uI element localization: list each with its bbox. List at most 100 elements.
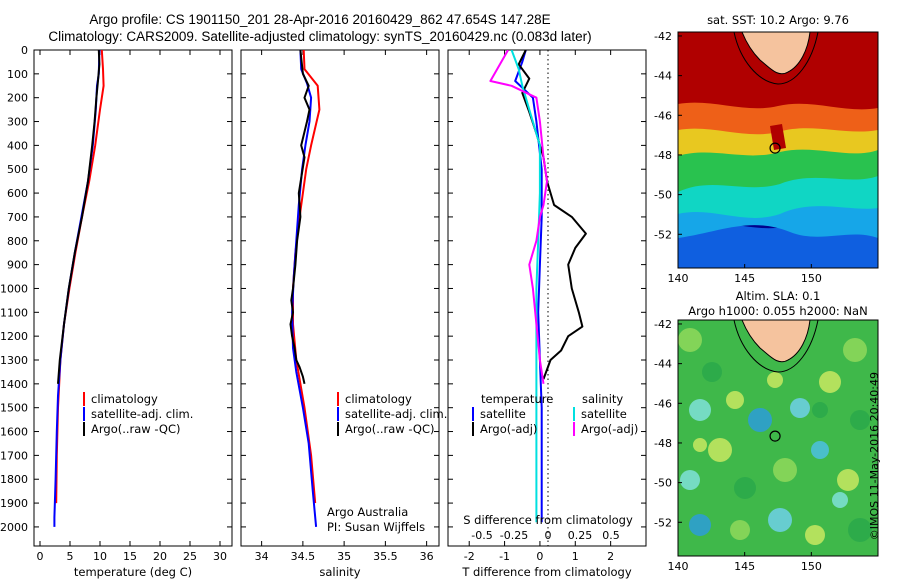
sla-blob — [734, 477, 756, 499]
sla-blob — [819, 371, 841, 393]
temperature-x-label: temperature (deg C) — [74, 565, 192, 579]
x-tick-label: -1 — [499, 550, 510, 563]
sla-float-marker — [769, 430, 781, 442]
sla-blob — [702, 362, 722, 382]
temperature-axes: 0 5 10 15 20 25 300100200300400500600700800900… — [0, 44, 232, 563]
sla-blob — [811, 441, 829, 459]
y-tick-label: 1000 — [0, 282, 28, 295]
x-tick-label: 34.5 — [291, 550, 316, 563]
y-tick-label: 1300 — [0, 354, 28, 367]
temperature-panel: 0 5 10 15 20 25 300100200300400500600700800900… — [0, 44, 233, 579]
sla-blob — [837, 469, 859, 491]
y-tick-label: 0 — [21, 44, 28, 57]
sla-blob — [748, 408, 772, 432]
sla-map-title-2: Argo h1000: 0.055 h2000: NaN — [688, 304, 867, 318]
y-tick-label: 900 — [7, 259, 28, 272]
top-tick-label: 0.5 — [602, 529, 620, 542]
map-y-tick-label: -44 — [654, 70, 672, 83]
salinity-lines — [289, 50, 321, 527]
series-argo-raw-qc- — [289, 50, 311, 385]
sst-band-cool — [678, 198, 878, 238]
y-tick-label: 1700 — [0, 449, 28, 462]
sla-blob — [767, 372, 783, 388]
sst-map-axes: 140 145 150 -42 -44 -46 -48 -50 -52 — [654, 30, 822, 285]
sla-blob — [689, 514, 711, 536]
sla-blob — [726, 391, 744, 409]
map-y-tick-label: -50 — [654, 477, 672, 490]
map-x-tick-label: 150 — [801, 560, 822, 573]
map-y-tick-label: -52 — [654, 228, 672, 241]
sla-blob — [790, 398, 810, 418]
map-y-tick-label: -46 — [654, 397, 672, 410]
y-tick-label: 1900 — [0, 497, 28, 510]
top-tick-label: 0 — [545, 529, 552, 542]
y-tick-label: 800 — [7, 235, 28, 248]
temperature-lines — [53, 50, 105, 527]
series-temperature-argo-adj- — [517, 50, 587, 380]
difference-x-label: T difference from climatology — [461, 565, 632, 579]
y-tick-label: 1800 — [0, 473, 28, 486]
salinity-legend: climatology satellite-adj. clim. Argo(..… — [337, 392, 447, 436]
sla-blob — [708, 438, 732, 462]
sla-blob — [848, 518, 872, 542]
annotation-argo-australia: Argo Australia — [327, 505, 408, 519]
y-tick-label: 500 — [7, 163, 28, 176]
y-tick-label: 1100 — [0, 306, 28, 319]
legend-label-temp-satellite: satellite — [480, 407, 526, 421]
map-y-tick-label: -44 — [654, 358, 672, 371]
sla-blob — [773, 458, 797, 482]
sla-anomaly-blobs — [678, 328, 872, 545]
y-tick-label: 1400 — [0, 378, 28, 391]
sla-blob — [730, 520, 750, 540]
series-salinity-argo-adj- — [489, 50, 548, 384]
y-tick-label: 1200 — [0, 330, 28, 343]
legend-label-satellite: satellite-adj. clim. — [345, 407, 447, 421]
y-tick-label: 700 — [7, 211, 28, 224]
x-tick-label: 1 — [572, 550, 579, 563]
x-tick-label: 5 — [67, 550, 74, 563]
x-tick-label: 36 — [420, 550, 434, 563]
x-tick-label: 30 — [213, 550, 227, 563]
difference-top-label: S difference from climatology — [463, 513, 633, 527]
difference-lines — [489, 50, 587, 523]
sla-map-axes: 140 145 150 -42 -44 -46 -48 -50 -52 — [654, 318, 822, 573]
salinity-difference-ticks: -0.5 -0.25 0 0.25 0.5 — [471, 529, 619, 542]
sla-blob — [680, 470, 700, 490]
map-x-tick-label: 140 — [668, 272, 689, 285]
tasmania-land — [741, 320, 811, 363]
map-y-tick-label: -42 — [654, 30, 672, 43]
map-y-tick-label: -48 — [654, 437, 672, 450]
y-tick-label: 1500 — [0, 402, 28, 415]
annotation-pi: PI: Susan Wijffels — [327, 520, 425, 534]
legend-header-temperature: temperature — [481, 392, 553, 406]
y-tick-label: 2000 — [0, 521, 28, 534]
y-tick-label: 400 — [7, 139, 28, 152]
top-tick-label: -0.5 — [471, 529, 492, 542]
sla-blob — [850, 410, 870, 430]
y-tick-label: 1600 — [0, 426, 28, 439]
salinity-x-label: salinity — [319, 565, 360, 579]
legend-label-sal-satellite: satellite — [581, 407, 627, 421]
x-tick-label: 2 — [607, 550, 614, 563]
tasmania-land — [741, 32, 811, 75]
x-tick-label: 25 — [183, 550, 197, 563]
legend-label-temp-argo: Argo(-adj) — [480, 422, 537, 436]
title-line-2: Climatology: CARS2009. Satellite-adjuste… — [48, 29, 592, 44]
x-tick-label: 20 — [153, 550, 167, 563]
x-tick-label: 0 — [37, 550, 44, 563]
y-tick-label: 100 — [7, 68, 28, 81]
sla-blob — [693, 438, 707, 452]
difference-axes: -2 -1 0 1 2 — [448, 49, 646, 563]
sla-blob — [832, 492, 848, 508]
sst-map-title: sat. SST: 10.2 Argo: 9.76 — [707, 13, 849, 27]
map-y-tick-label: -50 — [654, 189, 672, 202]
sla-blob — [812, 402, 828, 418]
x-tick-label: 35 — [337, 550, 351, 563]
top-tick-label: -0.25 — [500, 529, 528, 542]
map-y-tick-label: -52 — [654, 516, 672, 529]
sla-blob — [843, 338, 867, 362]
map-x-tick-label: 145 — [734, 560, 755, 573]
legend-label-argo: Argo(..raw -QC) — [345, 422, 435, 436]
sst-map-frame — [677, 31, 879, 269]
x-tick-label: 35.5 — [373, 550, 398, 563]
